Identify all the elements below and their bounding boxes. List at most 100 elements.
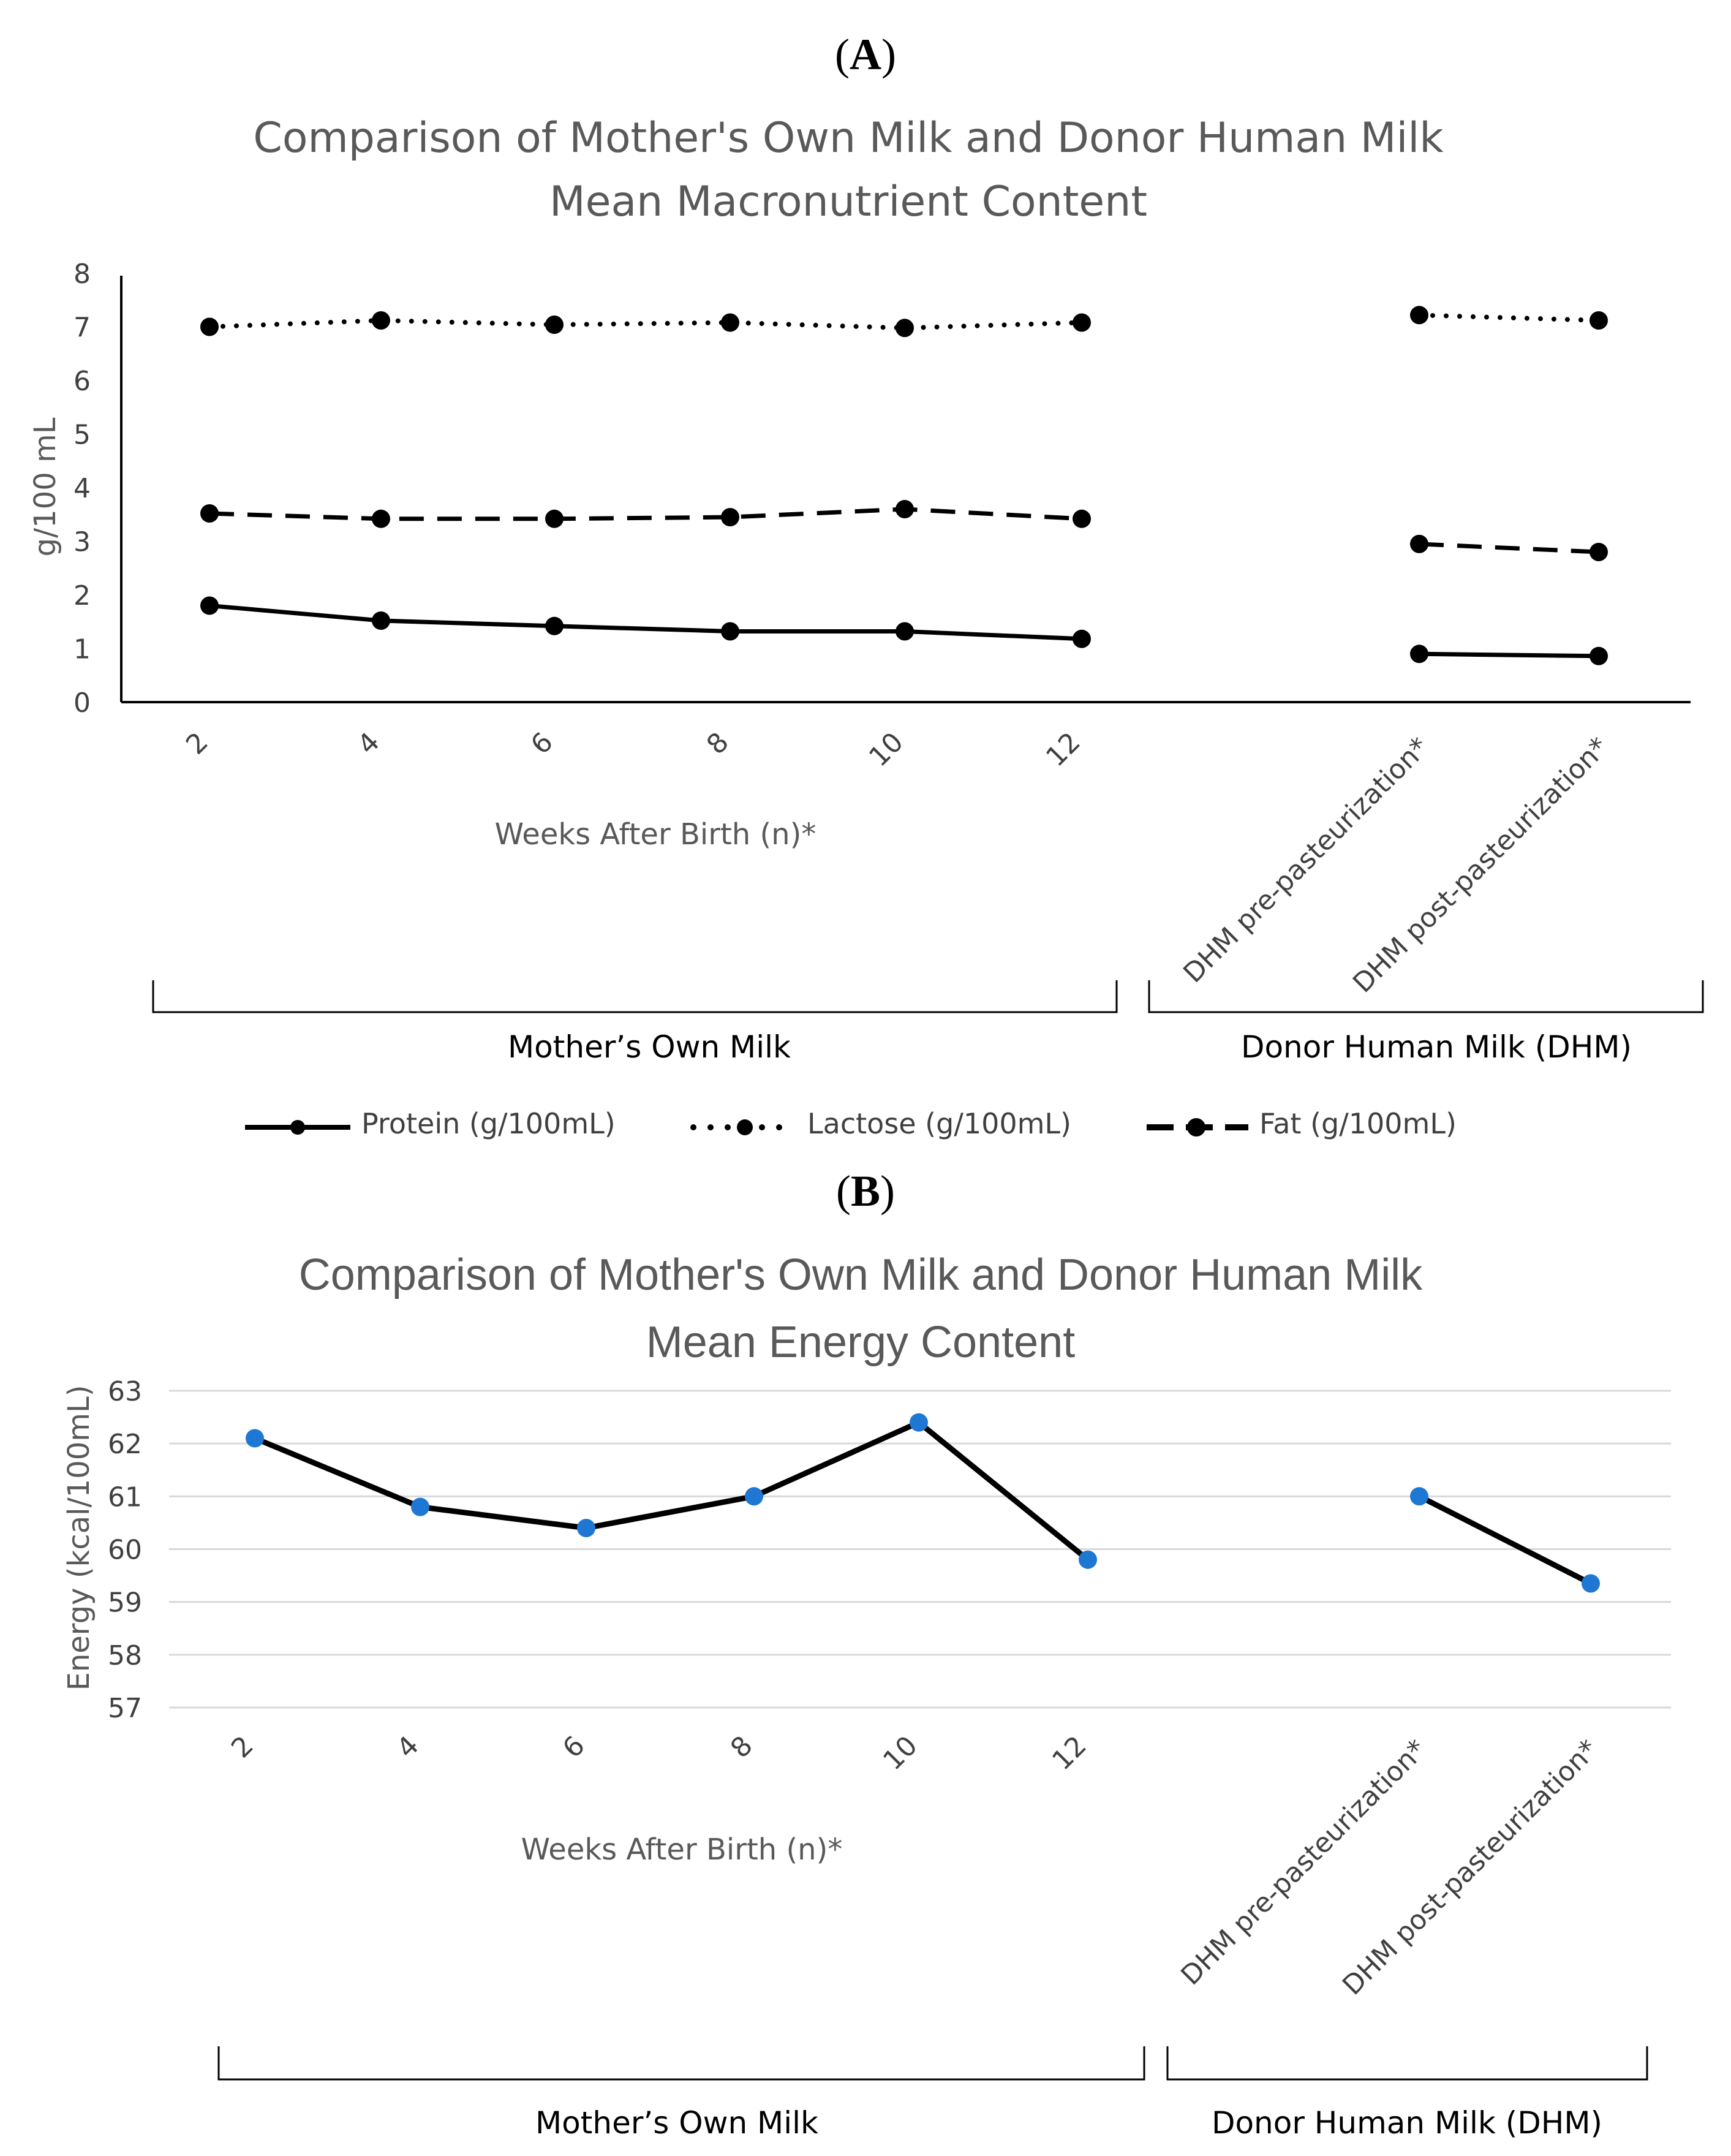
chart-a-point-fat (1410, 534, 1428, 553)
legend-item-fat: Fat (g/100mL) (1147, 1107, 1457, 1140)
chart-a-y-tick-label: 5 (74, 420, 91, 451)
chart-b-x-tick-label: 8 (725, 1730, 759, 1765)
chart-a-group-bracket-mom (152, 980, 1118, 1013)
chart-a-title-line-1: Comparison of Mother's Own Milk and Dono… (253, 114, 1444, 162)
chart-a-group-bracket-dhm (1148, 980, 1704, 1013)
chart-a-point-fat (1590, 543, 1608, 561)
chart-b-y-tick-label: 62 (108, 1429, 142, 1460)
chart-a-title-line-2: Mean Macronutrient Content (549, 178, 1147, 226)
chart-a-y-tick-label: 8 (74, 259, 91, 290)
panel-a: (A) Comparison of Mother's Own Milk and … (28, 30, 1704, 1140)
chart-a-point-protein (200, 596, 219, 615)
chart-b-y-tick-label: 63 (108, 1376, 142, 1407)
panel-a-label-wrap: (A) (835, 30, 896, 79)
chart-b-gridlines (169, 1390, 1671, 1709)
chart-a-point-fat (545, 509, 564, 528)
chart-a-point-fat (200, 504, 219, 523)
chart-a-point-fat (896, 500, 914, 518)
chart-a-line-fat-mom (209, 507, 1082, 521)
chart-b-x-tick-label: 10 (877, 1730, 924, 1777)
chart-b-y-ticks: 57 58 59 60 61 62 63 (108, 1376, 142, 1724)
chart-a-point-lactose (200, 317, 219, 336)
panel-b-label-wrap: (B) (836, 1167, 895, 1216)
chart-a-group-label-dhm: Donor Human Milk (DHM) (1241, 1029, 1632, 1065)
chart-b-x-tick-label: 2 (225, 1730, 260, 1765)
chart-a-x-ticks: 2 4 6 8 10 12 DHM pre-pasteurization*DHM post-… (180, 727, 1615, 999)
chart-b-group-bracket-dhm (1166, 2046, 1648, 2081)
chart-b-title-line-2: Mean Energy Content (646, 1318, 1075, 1367)
chart-b-line-energy-dhm (1417, 1494, 1593, 1586)
chart-b-point-energy (1582, 1574, 1600, 1593)
chart-a-series (200, 306, 1608, 665)
chart-a-y-tick-label: 6 (74, 366, 91, 397)
chart-a-point-protein (721, 622, 739, 641)
legend-item-lactose: Lactose (g/100mL) (690, 1107, 1071, 1140)
chart-a-point-protein (372, 611, 390, 630)
chart-a-point-lactose (1590, 311, 1608, 330)
chart-b-point-energy (246, 1429, 264, 1448)
chart-a-point-lactose (545, 316, 564, 334)
chart-b-point-energy (411, 1497, 429, 1516)
legend-marker-lactose (737, 1119, 753, 1135)
chart-a-point-fat (721, 508, 739, 527)
chart-a-point-lactose (1073, 313, 1091, 332)
chart-a-group-label-mom: Mother’s Own Milk (508, 1029, 791, 1065)
chart-a-y-tick-label: 1 (74, 634, 91, 665)
chart-a-y-tick-label: 4 (74, 473, 91, 504)
chart-b-point-energy (1079, 1550, 1097, 1569)
chart-b-point-energy (745, 1487, 763, 1506)
chart-b-x-tick-label: 12 (1046, 1730, 1093, 1777)
legend-item-protein: Protein (g/100mL) (245, 1107, 616, 1140)
chart-a-y-tick-label: 0 (74, 687, 91, 719)
chart-b-y-tick-label: 61 (108, 1481, 142, 1513)
chart-a-line-lactose-mom (207, 317, 1084, 331)
chart-a-x-tick-label: 4 (352, 727, 386, 761)
chart-a-x-tick-label: 12 (1040, 727, 1087, 773)
legend-label-lactose: Lactose (g/100mL) (807, 1107, 1071, 1140)
chart-a-point-protein (545, 616, 564, 635)
chart-a-x-tick-label: 8 (701, 727, 735, 761)
chart-a-y-ticks: 0 1 2 3 4 5 6 7 8 (74, 259, 91, 719)
chart-a-point-protein (1073, 629, 1091, 648)
chart-a-point-lactose (372, 311, 390, 330)
chart-a-line-protein-dhm (1419, 651, 1599, 659)
chart-b-x-ticks: 2 4 6 8 10 12 DHM pre-pasteurization*DHM post-… (225, 1730, 1604, 2002)
chart-a-line-lactose-dhm (1417, 312, 1601, 323)
chart-a-y-tick-label: 2 (74, 580, 91, 611)
chart-a-x-tick-label: 2 (180, 727, 214, 761)
chart-b-x-tick-label: 6 (557, 1730, 591, 1765)
chart-a-line-protein-mom (209, 603, 1082, 641)
chart-a-y-axis-title: g/100 mL (28, 417, 62, 556)
legend-marker-protein (290, 1120, 305, 1135)
chart-a-point-lactose (1410, 306, 1428, 325)
chart-b-point-energy (577, 1519, 595, 1537)
chart-a-y-tick-label: 7 (74, 312, 91, 344)
chart-b-point-energy (1410, 1487, 1428, 1506)
chart-b-series (246, 1413, 1600, 1593)
chart-a-point-lactose (721, 313, 739, 332)
chart-a-x-tick-label: 6 (525, 727, 559, 761)
chart-a-point-protein (1410, 645, 1428, 664)
chart-a-point-protein (1590, 646, 1608, 665)
chart-b-y-axis-title: Energy (kcal/100mL) (62, 1385, 96, 1691)
chart-a-legend: Protein (g/100mL) Lactose (g/100mL) Fat … (245, 1107, 1457, 1140)
chart-b-x-tick-label: 4 (391, 1730, 425, 1765)
legend-marker-fat (1187, 1118, 1205, 1137)
chart-a-point-lactose (896, 319, 914, 338)
panel-b-label: B (851, 1167, 880, 1216)
chart-a-x-axis-title: Weeks After Birth (n)* (495, 817, 816, 852)
chart-a-point-fat (1073, 509, 1091, 528)
chart-a-line-fat-dhm (1419, 542, 1599, 554)
chart-b-x-axis-title: Weeks After Birth (n)* (521, 1833, 843, 1867)
legend-label-protein: Protein (g/100mL) (361, 1107, 616, 1140)
chart-b-group-label-dhm: Donor Human Milk (DHM) (1212, 2105, 1602, 2141)
panel-b: (B) Comparison of Mother's Own Milk and … (62, 1167, 1671, 2141)
chart-a-x-tick-label: 10 (863, 727, 910, 773)
chart-b-line-energy-mom (254, 1420, 1090, 1562)
panel-a-label: A (850, 30, 881, 79)
chart-b-y-tick-label: 57 (108, 1693, 142, 1724)
chart-b-title-line-1: Comparison of Mother's Own Milk and Dono… (299, 1250, 1423, 1299)
chart-b-y-tick-label: 58 (108, 1640, 142, 1671)
legend-label-fat: Fat (g/100mL) (1259, 1107, 1457, 1140)
